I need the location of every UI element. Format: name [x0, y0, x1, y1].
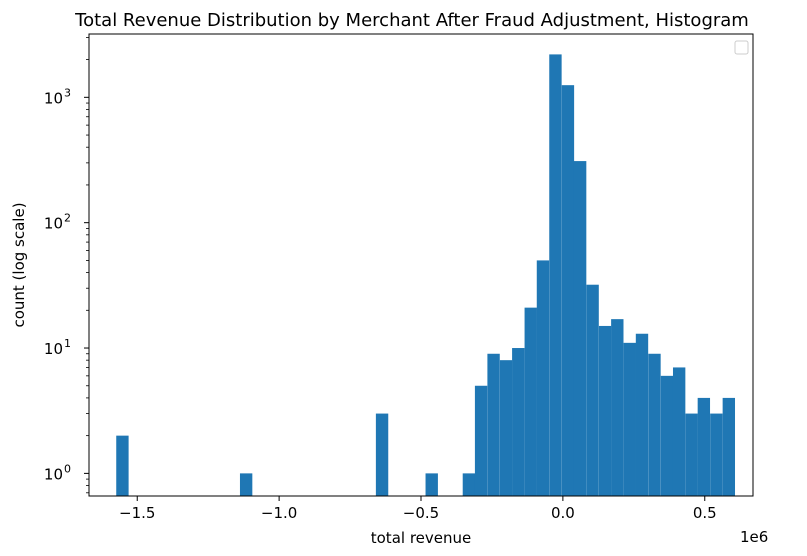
histogram-bar: [685, 413, 698, 496]
y-tick-label: 10: [44, 89, 63, 107]
histogram-bar: [710, 413, 723, 496]
y-tick-exponent: 0: [64, 462, 71, 475]
y-tick-exponent: 1: [64, 337, 71, 350]
chart-title: Total Revenue Distribution by Merchant A…: [74, 10, 749, 31]
x-tick-label: −0.5: [403, 504, 439, 522]
histogram-bar: [524, 307, 537, 496]
x-axis-label: total revenue: [371, 529, 471, 547]
histogram-bar: [697, 397, 711, 496]
x-offset-label: 1e6: [740, 528, 768, 546]
y-tick-label: 10: [44, 215, 63, 233]
histogram-bar: [611, 319, 624, 496]
histogram-bar: [648, 353, 661, 496]
histogram-bar: [375, 413, 389, 496]
x-tick-label: 0.0: [551, 504, 575, 522]
histogram-bar: [549, 54, 562, 497]
y-tick-label: 10: [44, 340, 63, 358]
histogram-bar: [598, 325, 612, 496]
histogram-bar: [672, 367, 686, 496]
histogram-bar: [116, 435, 129, 496]
x-tick-label: 0.5: [693, 504, 717, 522]
histogram-bar: [536, 260, 550, 496]
x-tick-label: −1.5: [119, 504, 155, 522]
y-tick-exponent: 2: [64, 212, 71, 225]
histogram-bar: [586, 284, 599, 496]
plot-frame: [88, 33, 754, 497]
x-tick-label: −1.0: [261, 504, 297, 522]
histogram-bar: [239, 473, 253, 496]
histogram-bar: [474, 385, 488, 496]
x-ticks: −1.5 −1.0 −0.5 0.0 0.5: [119, 496, 717, 522]
histogram-bar: [573, 161, 587, 496]
y-tick-exponent: 3: [64, 86, 71, 99]
legend-box: [734, 40, 749, 55]
y-tick-label: 10: [44, 465, 63, 483]
histogram-bar: [512, 348, 525, 496]
histogram-bar: [499, 360, 513, 496]
histogram-bar: [462, 473, 476, 496]
bars-group: [116, 54, 736, 497]
histogram-bar: [660, 375, 674, 496]
histogram-bar: [623, 342, 636, 496]
histogram-bar: [425, 473, 438, 496]
histogram-bar: [635, 333, 649, 496]
histogram-bar: [722, 397, 736, 496]
y-axis-label: count (log scale): [10, 202, 28, 327]
histogram-bar: [487, 353, 500, 496]
histogram-bar: [561, 85, 575, 497]
